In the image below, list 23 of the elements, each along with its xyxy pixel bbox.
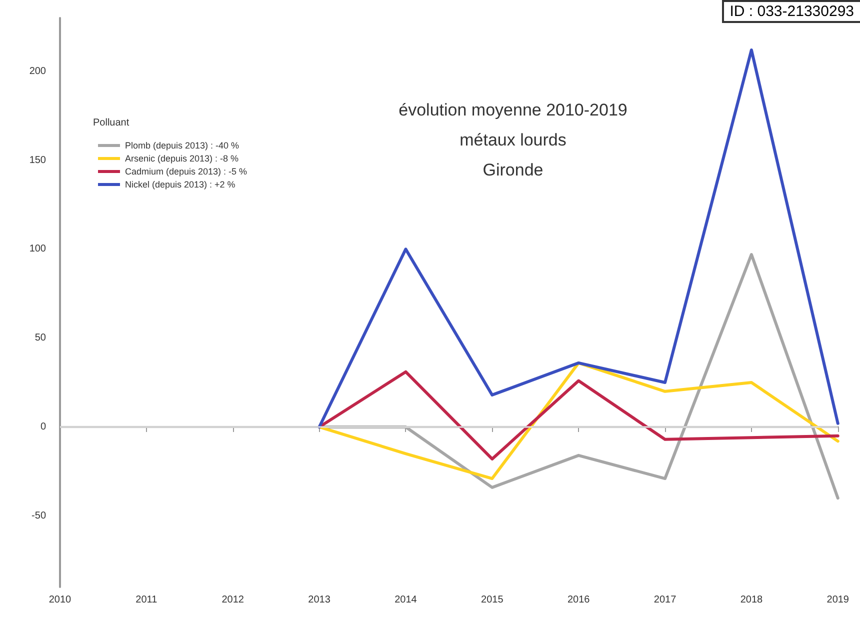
y-tick-label: 0 bbox=[40, 421, 46, 432]
y-tick-label: 150 bbox=[29, 154, 46, 166]
x-tick-label: 2014 bbox=[394, 594, 418, 606]
legend-label: Nickel (depuis 2013) : +2 % bbox=[125, 180, 236, 190]
x-tick-label: 2017 bbox=[654, 594, 677, 606]
x-tick-label: 2012 bbox=[222, 594, 244, 606]
annotation: ID : 033-21330293 bbox=[722, 0, 860, 23]
x-tick-label: 2019 bbox=[826, 594, 850, 606]
y-tick-label: -50 bbox=[32, 510, 46, 522]
x-tick-label: 2016 bbox=[567, 594, 590, 606]
x-tick-label: 2010 bbox=[48, 594, 72, 606]
x-tick-label: 2013 bbox=[308, 594, 331, 606]
y-tick-label: 100 bbox=[29, 244, 46, 255]
y-tick-label: 200 bbox=[29, 66, 46, 77]
x-tick-label: 2011 bbox=[136, 594, 158, 606]
text: évolution moyenne 2010-2019 métaux lourds Gironde bbox=[398, 100, 628, 180]
y-tick-label: 50 bbox=[34, 332, 46, 344]
legend-label: Arsenic (depuis 2013) : -8 % bbox=[125, 154, 239, 164]
legend-title: Polluant bbox=[93, 118, 130, 128]
x-tick-label: 2018 bbox=[740, 594, 764, 606]
legend-label: Plomb (depuis 2013) : -40 % bbox=[125, 140, 240, 150]
x-tick-label: 2015 bbox=[481, 594, 504, 606]
legend-label: Cadmium (depuis 2013) : -5 % bbox=[125, 166, 248, 176]
